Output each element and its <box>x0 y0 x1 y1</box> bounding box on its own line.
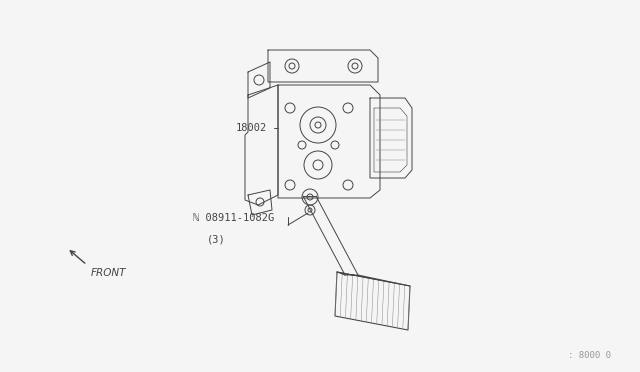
Text: (3): (3) <box>207 234 226 244</box>
Text: FRONT: FRONT <box>91 268 127 278</box>
Text: 18002: 18002 <box>236 123 268 133</box>
Text: : 8000 0: : 8000 0 <box>568 351 611 360</box>
Text: ℕ 08911-1082G: ℕ 08911-1082G <box>193 213 275 223</box>
